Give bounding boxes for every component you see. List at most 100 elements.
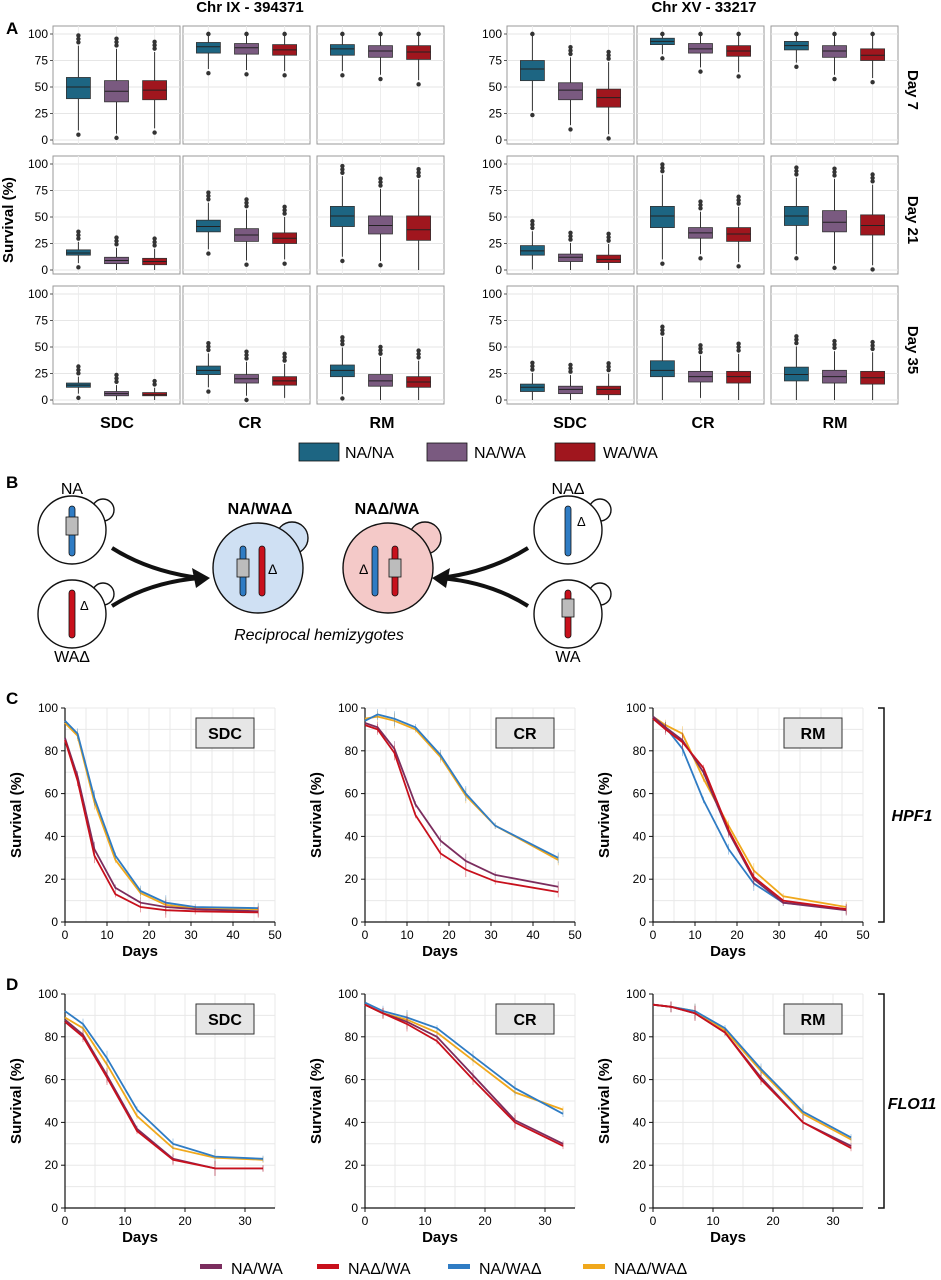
y-axis-label: Survival (%) [8, 1058, 25, 1144]
box-outlier [530, 31, 535, 37]
label-wa: WA [555, 649, 581, 666]
x-axis-label: Days [710, 1229, 746, 1246]
box [726, 370, 751, 384]
svg-text:Δ: Δ [268, 561, 277, 577]
medium-label-sdc-1: SDC [100, 415, 134, 432]
box-outlier [378, 183, 383, 188]
box-outlier [832, 166, 837, 171]
x-tick-label: 20 [178, 1214, 192, 1228]
box-outlier [794, 340, 799, 346]
svg-text:Δ: Δ [359, 561, 368, 577]
series-line [64, 720, 259, 909]
box-outlier [736, 194, 741, 199]
y-tick-label: 20 [633, 872, 647, 886]
box-outlier [206, 190, 211, 195]
box-outlier [794, 334, 799, 339]
box-outlier [114, 235, 119, 240]
box [860, 214, 885, 236]
box [368, 45, 393, 58]
x-tick-label: 20 [442, 928, 456, 942]
box [688, 43, 713, 54]
x-tick-label: 0 [362, 928, 369, 942]
box-outlier [660, 331, 665, 336]
box [406, 215, 432, 241]
y-tick-label: 100 [626, 701, 646, 715]
box [368, 374, 393, 387]
y-tick-label: 0 [639, 915, 646, 929]
y-tick-label: 20 [45, 872, 59, 886]
y-tick-label: 60 [345, 787, 359, 801]
box-outlier [568, 48, 573, 53]
box-outlier [282, 204, 287, 210]
box-outlier [416, 355, 421, 360]
y-tick-label: 20 [345, 872, 359, 886]
svg-text:Δ: Δ [577, 514, 586, 529]
x-tick-label: 30 [538, 1214, 552, 1228]
box-outlier [568, 233, 573, 239]
box-outlier [568, 369, 573, 374]
legend-swatch-na-wa [426, 442, 468, 462]
y-tick-label: 40 [45, 829, 59, 843]
box-outlier [660, 165, 665, 171]
box-outlier [870, 339, 875, 345]
box-outlier [76, 236, 81, 241]
box-outlier [282, 211, 287, 216]
y-tick-label: 40 [633, 829, 647, 843]
box-outlier [794, 168, 799, 174]
box-outlier [832, 338, 837, 344]
box [650, 360, 675, 378]
x-tick-label: 10 [688, 928, 702, 942]
box-outlier [660, 327, 665, 333]
box [596, 88, 621, 108]
day-label-35: Day 35 [904, 326, 921, 374]
box-outlier [698, 31, 703, 37]
x-tick-label: 0 [62, 1214, 69, 1228]
box-outlier [606, 364, 611, 369]
box-outlier [870, 267, 875, 272]
box [234, 43, 259, 55]
medium-box [783, 717, 843, 749]
x-tick-label: 50 [268, 928, 282, 942]
box-outlier [832, 173, 837, 178]
box-outlier [76, 40, 81, 45]
box-outlier [870, 179, 875, 184]
panel-d-label: D [6, 975, 18, 994]
x-axis-label: Days [122, 1229, 158, 1246]
y-tick-label: 0 [495, 393, 502, 407]
medium-label-cr-1: CR [238, 415, 262, 432]
box [66, 77, 91, 100]
box-outlier [244, 262, 249, 267]
label-wa-delta: WAΔ [54, 649, 90, 666]
box-outlier [736, 344, 741, 350]
y-tick-label: 75 [35, 314, 49, 328]
medium-box [783, 1003, 843, 1035]
box-outlier [660, 56, 665, 61]
box [406, 45, 432, 60]
box [558, 253, 583, 262]
box-outlier [76, 232, 81, 238]
box-outlier [698, 256, 703, 261]
y-tick-label: 100 [482, 157, 502, 171]
box-outlier [206, 193, 211, 199]
box-outlier [568, 366, 573, 371]
box-outlier [698, 343, 703, 348]
box-outlier [340, 258, 345, 264]
box-outlier [244, 397, 249, 403]
box-outlier [206, 251, 211, 256]
box-outlier [152, 46, 157, 51]
box-outlier [530, 218, 535, 224]
label-hybrid-na-delta-wa: NAΔ/WA [355, 501, 420, 518]
box-outlier [340, 163, 345, 169]
box [650, 205, 675, 228]
box-outlier [244, 352, 249, 358]
box-outlier [568, 237, 573, 242]
box-outlier [416, 173, 421, 179]
box-outlier [206, 31, 211, 37]
y-tick-label: 0 [495, 263, 502, 277]
box-outlier [698, 202, 703, 208]
caption-reciprocal: Reciprocal hemizygotes [234, 627, 404, 644]
x-tick-label: 10 [400, 928, 414, 942]
y-tick-label: 25 [35, 107, 49, 121]
arrow-right-bottom [439, 576, 530, 608]
box-outlier [794, 337, 799, 342]
